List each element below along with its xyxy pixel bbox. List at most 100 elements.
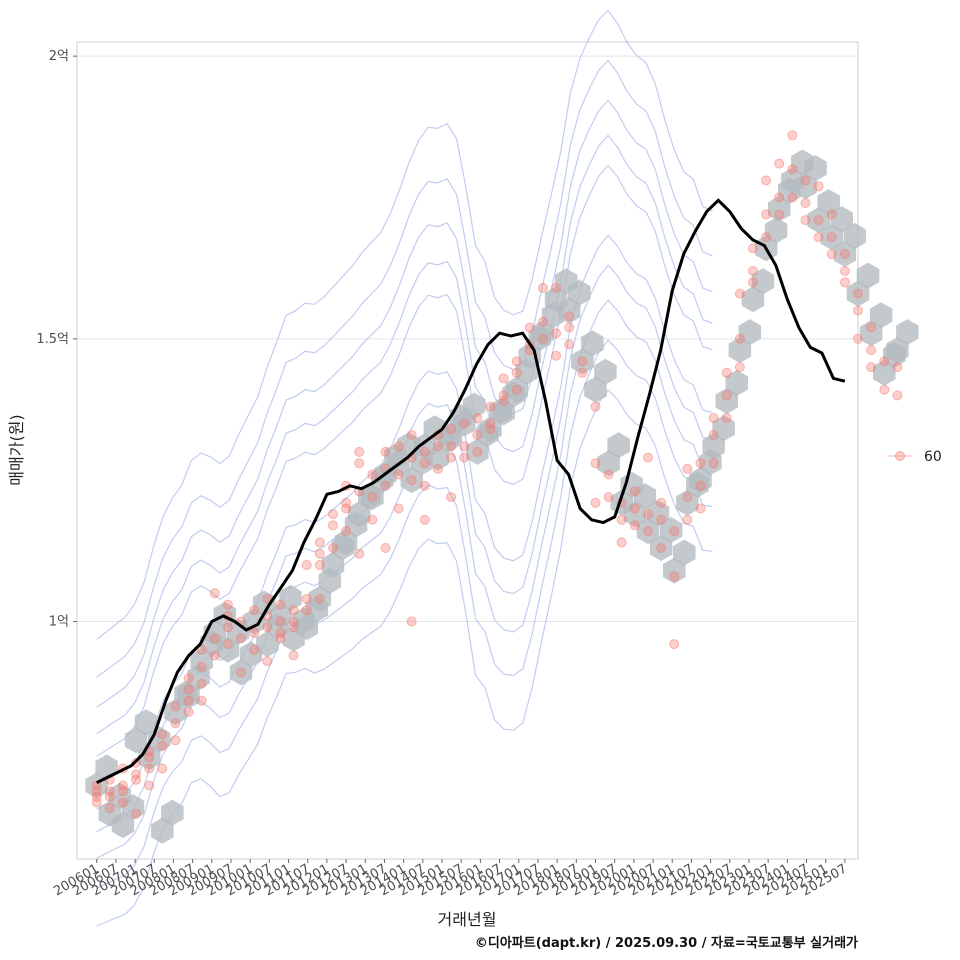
hex-bin [843, 223, 867, 249]
data-point [419, 458, 430, 469]
hex-bin [817, 189, 840, 216]
x-axis: 2006012006072007012007072008012008072009… [51, 859, 850, 899]
y-tick-label: 1억 [49, 615, 69, 630]
data-point [249, 605, 260, 616]
hex-bin [400, 467, 423, 494]
data-point [643, 452, 653, 463]
data-point [117, 780, 128, 791]
legend: 60 [887, 449, 942, 465]
hex-bin [725, 370, 748, 396]
data-point [695, 503, 706, 514]
hex-bin [426, 444, 450, 471]
caption: ©디아파트(dapt.kr) / 2025.09.30 / 자료=국토교통부 실… [475, 935, 858, 951]
data-point [800, 175, 811, 186]
data-point [341, 497, 352, 508]
data-point [196, 678, 207, 689]
hex-bin [571, 348, 594, 375]
hex-bin [479, 416, 502, 443]
hex-bin [348, 501, 371, 528]
data-point [222, 599, 233, 610]
hex-bin [256, 631, 279, 658]
data-point [288, 616, 299, 627]
hex-bin [794, 173, 817, 200]
data-point [682, 514, 693, 525]
data-point [787, 164, 798, 175]
data-point [669, 639, 680, 650]
data-point [328, 543, 338, 553]
hex-bin [859, 320, 883, 347]
trend-line-group [96, 198, 846, 785]
legend-point [895, 451, 905, 461]
hex-bin [190, 648, 213, 675]
data-point [170, 735, 181, 746]
data-point [367, 514, 378, 525]
data-point [853, 333, 863, 344]
hex-bin [111, 812, 135, 839]
hex-bin [308, 585, 332, 612]
data-point [341, 526, 352, 537]
data-point [380, 446, 391, 457]
y-tick-label: 2억 [49, 49, 69, 64]
data-point [301, 560, 312, 570]
data-point [787, 192, 798, 203]
hex-bin [820, 224, 843, 251]
hex-bin [466, 438, 489, 465]
hex-bin [804, 155, 827, 182]
trend-line [96, 198, 846, 785]
hex-bin [216, 636, 240, 663]
y-axis-title: 매매가(원) [7, 414, 26, 485]
data-point [354, 548, 365, 559]
data-point [117, 786, 128, 797]
data-point [419, 480, 430, 491]
data-point [629, 520, 640, 531]
data-point [406, 475, 417, 486]
data-point [839, 249, 850, 259]
data-point [183, 684, 194, 695]
data-point [748, 266, 758, 276]
hex-bin [676, 489, 699, 516]
hex-bin [124, 727, 148, 754]
data-point [183, 673, 194, 684]
data-point [459, 418, 470, 429]
hex-bin [751, 268, 775, 295]
data-point [721, 390, 732, 401]
data-point [91, 797, 102, 808]
data-point [826, 209, 837, 220]
data-point [892, 362, 903, 373]
data-point [656, 497, 667, 508]
data-point [511, 356, 522, 367]
data-point [144, 752, 155, 763]
legend-label: 60 [924, 449, 942, 465]
data-point [695, 480, 706, 491]
data-point [616, 514, 627, 525]
data-point [354, 458, 365, 469]
data-point [538, 333, 548, 344]
hex-bin [689, 467, 712, 494]
data-point [446, 441, 457, 452]
hex-bin [594, 358, 617, 385]
data-point [708, 458, 719, 469]
data-point [446, 492, 457, 503]
data-point [682, 492, 693, 503]
data-point [209, 650, 220, 661]
data-point [761, 209, 772, 220]
hex-bin [505, 376, 528, 403]
data-point [262, 656, 273, 667]
data-point [590, 497, 601, 508]
data-point [275, 616, 286, 627]
data-point [433, 441, 443, 452]
hex-bin [334, 529, 358, 556]
data-point [419, 446, 430, 457]
hex-bin [161, 799, 184, 826]
data-point [839, 277, 850, 288]
data-point [577, 356, 588, 367]
hex-bin [896, 319, 919, 346]
data-point [800, 215, 811, 226]
hex-bin [869, 302, 893, 329]
hex-bin [134, 709, 158, 736]
data-point [262, 622, 273, 633]
data-point [564, 311, 575, 322]
data-point [590, 401, 601, 412]
data-point [472, 413, 483, 423]
x-axis-title: 거래년월 [438, 910, 497, 929]
